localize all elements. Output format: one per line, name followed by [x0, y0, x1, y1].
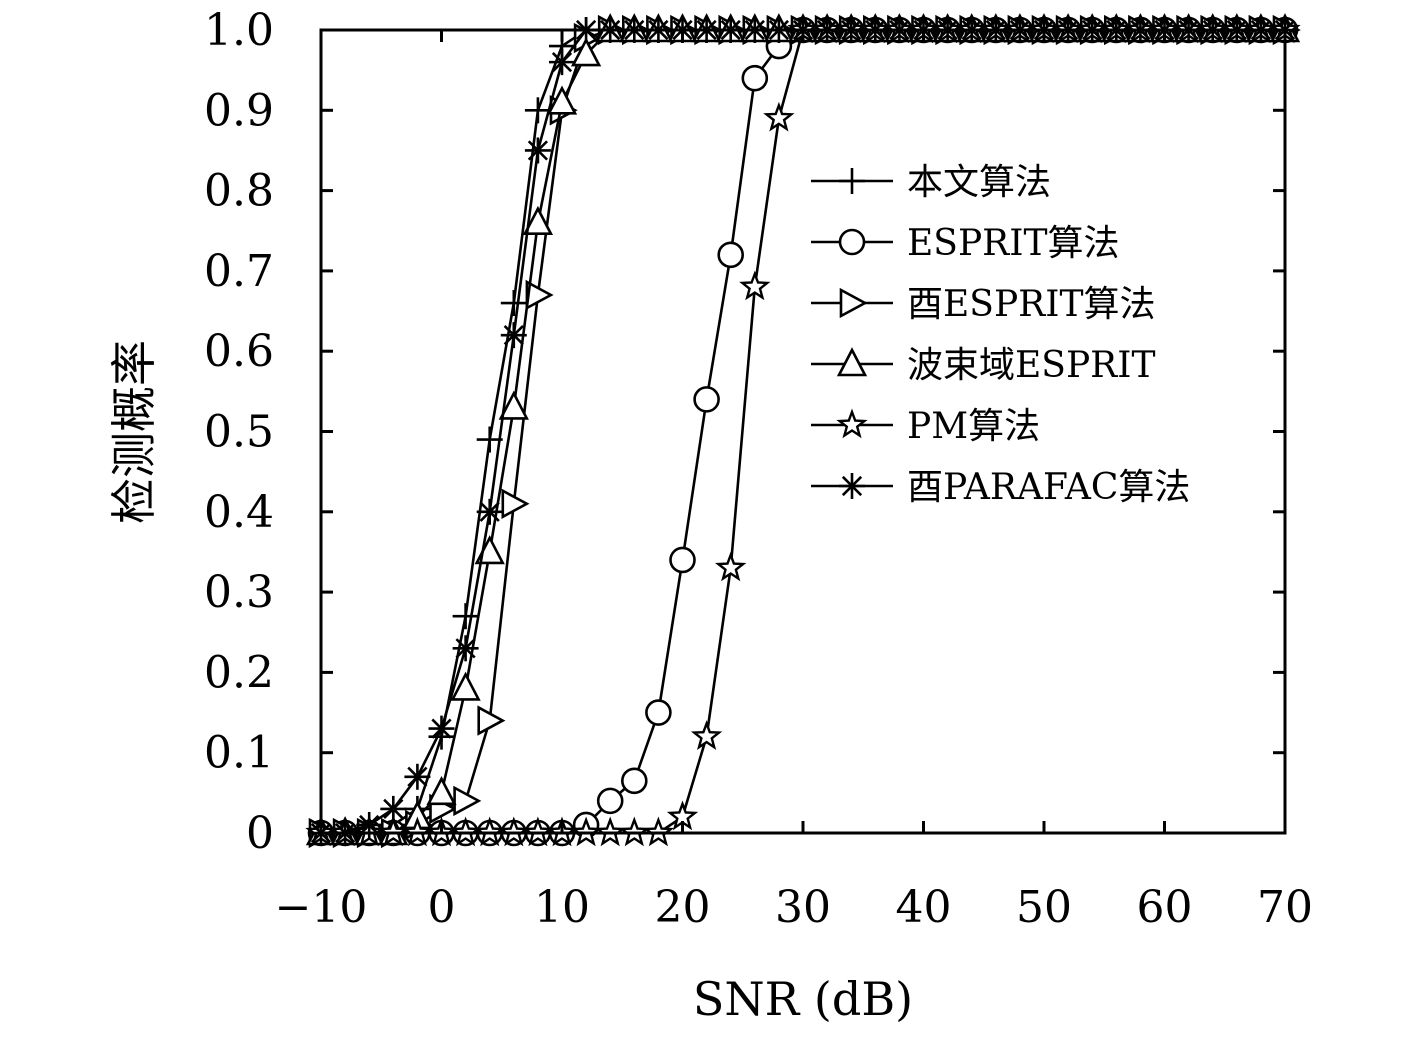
data-point — [645, 699, 672, 726]
data-point — [452, 635, 479, 662]
y-tick-label: 0.6 — [204, 326, 274, 377]
data-point — [669, 546, 696, 574]
data-point — [500, 322, 527, 349]
legend-entry: 酉ESPRIT算法 — [811, 284, 1156, 325]
data-point — [570, 37, 602, 67]
x-tick-label: 50 — [1016, 882, 1072, 933]
legend-label: 本文算法 — [907, 162, 1051, 203]
data-point — [428, 715, 455, 742]
series-line — [321, 28, 1285, 835]
x-tick-label: −10 — [275, 882, 368, 933]
legend-entry: 本文算法 — [811, 162, 1051, 203]
plot-area — [305, 13, 1301, 849]
y-tick-label: 0.9 — [204, 85, 274, 136]
legend-entry: 波束域ESPRIT — [811, 345, 1156, 386]
data-point — [524, 97, 551, 124]
legend-marker — [839, 473, 865, 499]
data-point — [739, 270, 771, 301]
series-1 — [308, 17, 1298, 846]
series-line — [321, 28, 1285, 835]
series-5 — [305, 13, 1301, 847]
y-tick-label: 0.2 — [204, 647, 274, 698]
legend-entry: PM算法 — [811, 406, 1040, 447]
data-point — [404, 763, 431, 790]
plot-frame — [319, 28, 1287, 835]
y-tick-label: 0.8 — [204, 166, 274, 217]
y-tick-label: 0.5 — [204, 407, 274, 458]
data-point — [693, 386, 720, 413]
data-point — [477, 705, 506, 736]
data-point — [524, 137, 551, 164]
legend-marker — [838, 228, 866, 256]
data-point — [522, 205, 554, 236]
series-line — [321, 28, 1285, 835]
legend-label: PM算法 — [907, 406, 1040, 447]
series-line — [321, 28, 1285, 835]
data-point — [717, 241, 745, 269]
x-tick-label: 70 — [1257, 882, 1313, 933]
data-point — [525, 279, 554, 311]
x-tick-label: 0 — [428, 882, 456, 933]
legend-label: 波束域ESPRIT — [907, 345, 1156, 386]
data-point — [690, 720, 723, 750]
legend-entry: 酉PARAFAC算法 — [811, 467, 1190, 508]
y-tick-label: 1.0 — [204, 5, 274, 56]
data-point — [450, 671, 481, 701]
data-point — [380, 795, 407, 822]
data-point — [546, 85, 578, 115]
data-point — [498, 390, 529, 420]
x-tick-label: 10 — [534, 882, 590, 933]
y-tick-label: 0.3 — [204, 567, 274, 618]
x-tick-label: 60 — [1137, 882, 1193, 933]
data-point — [426, 776, 457, 806]
data-point — [620, 767, 648, 795]
y-axis-label: 检测概率 — [107, 340, 161, 524]
y-tick-label: 0.4 — [204, 487, 274, 538]
legend-label: 酉PARAFAC算法 — [907, 467, 1190, 508]
data-point — [715, 551, 747, 582]
x-tick-label: 40 — [896, 882, 952, 933]
legend-marker — [836, 347, 868, 377]
series-6 — [308, 17, 1298, 846]
data-point — [741, 64, 769, 92]
legend-marker — [839, 168, 865, 194]
series-line — [321, 28, 1285, 835]
data-point — [500, 290, 527, 317]
legend-entry: ESPRIT算法 — [811, 223, 1120, 264]
x-tick-label: 20 — [655, 882, 711, 933]
y-tick-label: 0.7 — [204, 246, 274, 297]
data-point — [452, 603, 479, 630]
axes: −10 0 10 20 30 40 50 60 7000.10.20.30.40.50.60.7… — [204, 5, 1313, 933]
legend-marker — [839, 287, 868, 319]
legend-marker — [836, 408, 868, 439]
data-point — [549, 49, 575, 76]
series-4 — [305, 13, 1301, 846]
y-tick-label: 0.1 — [204, 728, 274, 779]
data-point — [763, 101, 795, 132]
legend-label: ESPRIT算法 — [907, 223, 1120, 264]
data-point — [596, 787, 624, 815]
data-point — [476, 498, 503, 525]
x-axis-label: SNR (dB) — [693, 972, 913, 1026]
data-point — [453, 785, 482, 817]
x-tick-label: 30 — [775, 882, 831, 933]
y-tick-label: 0 — [246, 808, 274, 859]
series-line — [321, 28, 1285, 835]
legend-label: 酉ESPRIT算法 — [907, 284, 1156, 325]
data-point — [501, 488, 530, 519]
data-point — [356, 811, 383, 838]
